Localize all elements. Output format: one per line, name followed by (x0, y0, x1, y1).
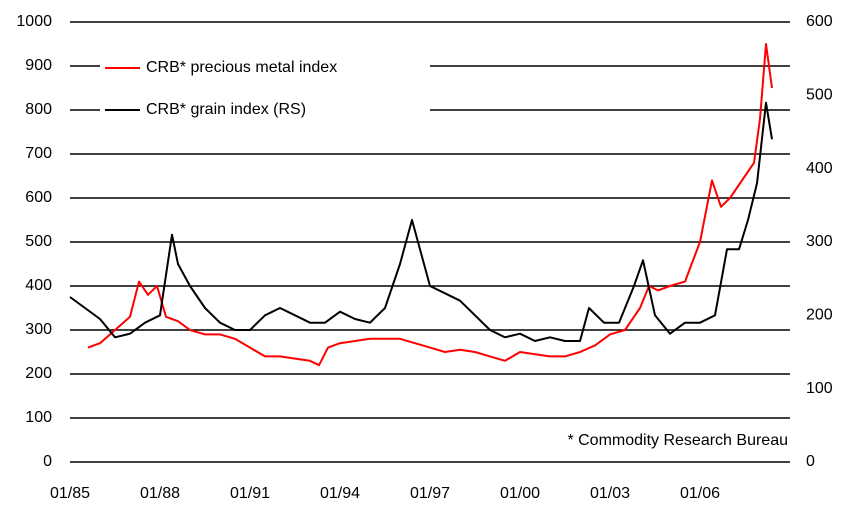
y-tick-label: 500 (25, 233, 52, 250)
x-tick-label: 01/91 (230, 485, 270, 502)
y-tick-label: 0 (43, 453, 52, 470)
y2-tick-label: 200 (806, 307, 833, 324)
x-tick-label: 01/06 (680, 485, 720, 502)
y2-tick-label: 100 (806, 380, 833, 397)
y-tick-label: 600 (25, 189, 52, 206)
y-tick-label: 800 (25, 101, 52, 118)
y-tick-label: 900 (25, 57, 52, 74)
y-tick-label: 100 (25, 409, 52, 426)
legend-box (100, 50, 430, 128)
y2-tick-label: 600 (806, 13, 833, 30)
y2-tick-label: 400 (806, 160, 833, 177)
legend-label: CRB* precious metal index (146, 59, 337, 76)
legend-label: CRB* grain index (RS) (146, 101, 306, 118)
y-tick-label: 300 (25, 321, 52, 338)
x-tick-label: 01/94 (320, 485, 360, 502)
annotation-box (470, 428, 790, 454)
series-line (69, 101, 773, 342)
x-tick-label: 01/00 (500, 485, 540, 502)
series-line (87, 43, 773, 367)
y2-tick-label: 0 (806, 453, 815, 470)
x-tick-label: 01/85 (50, 485, 90, 502)
annotation: * Commodity Research Bureau (567, 432, 788, 449)
x-tick-label: 01/03 (590, 485, 630, 502)
y-tick-label: 400 (25, 277, 52, 294)
x-tick-label: 01/88 (140, 485, 180, 502)
x-tick-label: 01/97 (410, 485, 450, 502)
y2-tick-label: 300 (806, 233, 833, 250)
y-tick-label: 700 (25, 145, 52, 162)
y-tick-label: 1000 (16, 13, 52, 30)
y-tick-label: 200 (25, 365, 52, 382)
y2-tick-label: 500 (806, 87, 833, 104)
